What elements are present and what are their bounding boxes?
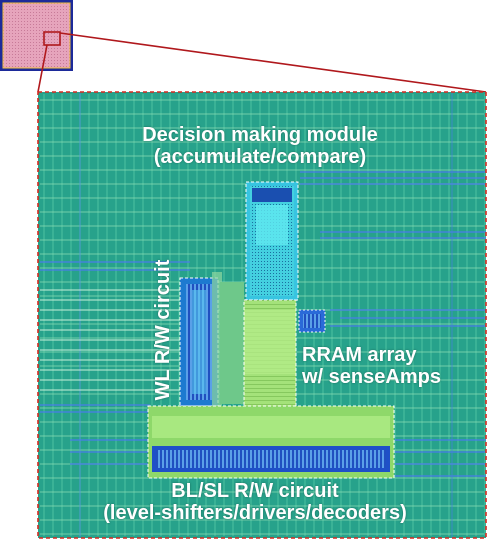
chip-thumbnail	[0, 0, 73, 71]
bl-label-line1: BL/SL R/W circuit	[171, 480, 339, 502]
decision-label-line2: (accumulate/compare)	[153, 146, 367, 169]
decision-module-block	[245, 181, 299, 301]
left-pin-stubs	[40, 289, 180, 391]
wl-array-connect	[220, 282, 244, 404]
zoomed-layout	[37, 91, 487, 539]
rram-array-block	[243, 299, 297, 409]
rram-label-line2: w/ senseAmps	[302, 366, 441, 389]
bl-label-line2: (level-shifters/drivers/decoders)	[103, 502, 407, 525]
zoom-source-box	[43, 31, 61, 46]
zoom-frame	[37, 91, 487, 539]
rram-array-label: RRAM array w/ senseAmps	[302, 344, 441, 389]
decision-module-label: Decision making module (accumulate/compa…	[80, 124, 440, 169]
bl-circuit-block	[147, 405, 395, 479]
decision-label-line1: Decision making module	[142, 124, 378, 146]
rram-label-line1: RRAM array	[302, 344, 417, 366]
bl-circuit-label: BL/SL R/W circuit (level-shifters/driver…	[30, 480, 480, 525]
wl-circuit-block	[179, 272, 222, 407]
wl-circuit-label: WL R/W circuit	[151, 259, 174, 401]
side-block	[298, 309, 326, 333]
zoom-line-left	[37, 44, 48, 93]
blue-buses	[40, 92, 486, 538]
zoom-line-top	[59, 32, 487, 93]
